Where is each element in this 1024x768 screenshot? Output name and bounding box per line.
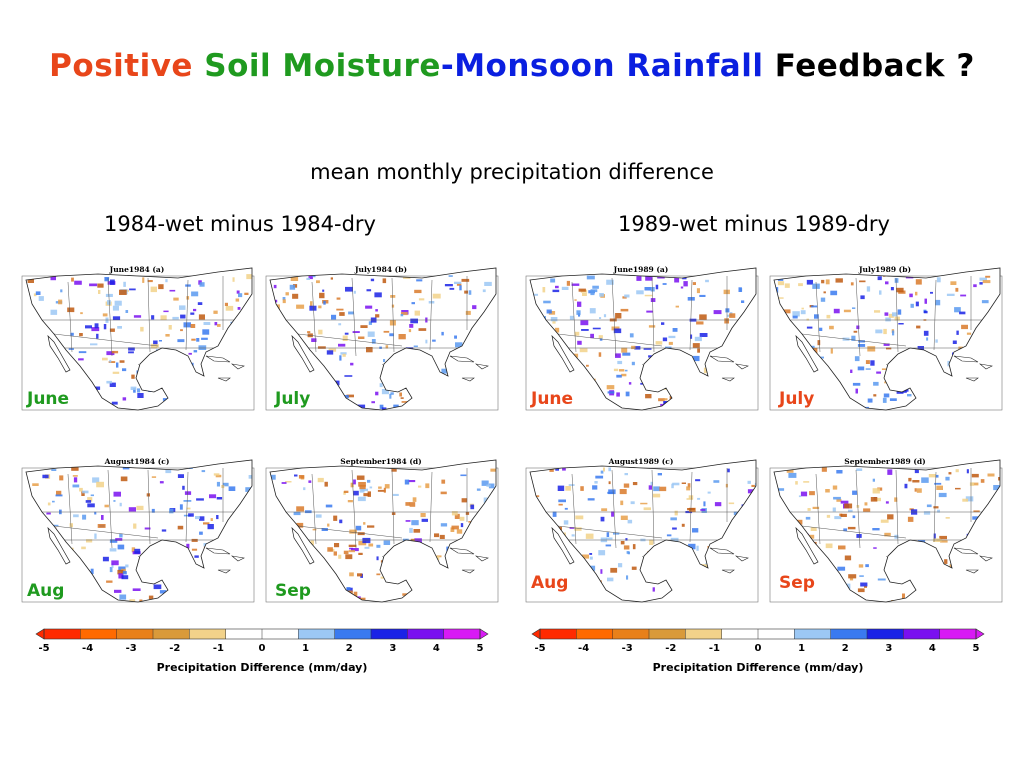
map-september-1984: September1984 (d) Sep xyxy=(262,452,500,604)
month-label: Sep xyxy=(778,573,816,593)
colorbar-segment xyxy=(153,629,190,639)
colorbar-tick-label: 4 xyxy=(432,643,440,654)
colorbar-tick-label: 2 xyxy=(345,643,353,654)
colorbar-tick-label: 5 xyxy=(972,643,980,654)
colorbar-tick-label: 0 xyxy=(754,643,762,654)
colorbar-tick-label: 0 xyxy=(258,643,266,654)
colorbar-label: Precipitation Difference (mm/day) xyxy=(156,661,368,674)
colorbar-segment xyxy=(540,629,577,639)
group-label-1984: 1984-wet minus 1984-dry xyxy=(104,212,376,236)
colorbar-gradient xyxy=(35,628,489,640)
slide-title: Positive Soil Moisture-Monsoon Rainfall … xyxy=(0,48,1024,84)
colorbar-tick-label: 3 xyxy=(885,643,893,654)
map-title: June1989 (a) xyxy=(613,265,669,274)
map-title: August1989 (c) xyxy=(608,457,674,466)
map-canvas xyxy=(21,459,255,603)
month-label: Aug xyxy=(26,581,66,601)
group-label-1989: 1989-wet minus 1989-dry xyxy=(618,212,890,236)
colorbar-ticks: -5 -4 -3 -2 -1 0 1 2 3 4 5 xyxy=(526,643,990,657)
map-title: June1984 (a) xyxy=(109,265,165,274)
colorbar-tick-label: -1 xyxy=(708,643,720,654)
colorbar-tick-label: 1 xyxy=(302,643,310,654)
title-part-monsoon-rainfall: -Monsoon Rainfall xyxy=(440,48,775,84)
title-part-soil-moisture: Soil Moisture xyxy=(204,48,441,84)
colorbar-tick-label: -2 xyxy=(665,643,677,654)
colorbar-label: Precipitation Difference (mm/day) xyxy=(652,661,864,674)
colorbar-tick-label: -2 xyxy=(169,643,181,654)
colorbar-segment xyxy=(576,629,614,639)
colorbar-segment xyxy=(443,629,481,639)
month-label: June xyxy=(530,389,575,409)
slide-subtitle: mean monthly precipitation difference xyxy=(310,160,714,184)
colorbar-tick-label: -3 xyxy=(621,643,633,654)
colorbar-tick-label: -5 xyxy=(534,643,546,654)
colorbar-segment xyxy=(903,629,941,639)
colorbar-tick-label: 3 xyxy=(389,643,397,654)
month-label: June xyxy=(26,389,71,409)
title-part-positive: Positive xyxy=(49,48,205,84)
title-part-feedback: Feedback ? xyxy=(774,48,975,84)
map-june-1984: June1984 (a) June xyxy=(18,260,256,412)
map-canvas xyxy=(525,267,759,411)
colorbar-segment xyxy=(298,629,336,639)
map-august-1984: August1984 (c) Aug xyxy=(18,452,256,604)
map-title: August1984 (c) xyxy=(104,457,170,466)
map-canvas xyxy=(265,267,499,411)
colorbar-segment xyxy=(721,629,759,639)
colorbar-segment xyxy=(407,629,445,639)
map-canvas xyxy=(21,267,255,411)
map-title: September1989 (d) xyxy=(844,457,926,466)
map-canvas xyxy=(769,267,1003,411)
map-june-1989: June1989 (a) June xyxy=(522,260,760,412)
month-label: July xyxy=(274,389,312,409)
map-title: July1984 (b) xyxy=(354,265,408,274)
colorbar-ticks: -5 -4 -3 -2 -1 0 1 2 3 4 5 xyxy=(30,643,494,657)
colorbar-tick-label: 5 xyxy=(476,643,484,654)
colorbar-segment xyxy=(371,629,408,639)
colorbar-segment xyxy=(80,629,118,639)
colorbar-segment xyxy=(649,629,686,639)
month-label: Aug xyxy=(530,573,570,593)
colorbar-segment xyxy=(44,629,81,639)
colorbar-segment xyxy=(939,629,977,639)
colorbar-tick-label: 2 xyxy=(841,643,849,654)
colorbar-tick-label: -5 xyxy=(38,643,50,654)
colorbar-tick-label: -4 xyxy=(578,643,590,654)
colorbar-segment xyxy=(612,629,650,639)
colorbar-segment xyxy=(334,629,372,639)
map-september-1989: September1989 (d) Sep xyxy=(766,452,1004,604)
colorbar-1989: -5 -4 -3 -2 -1 0 1 2 3 4 5 Precipitation Differenc… xyxy=(526,626,990,686)
colorbar-segment xyxy=(225,629,263,639)
map-july-1984: July1984 (b) July xyxy=(262,260,500,412)
colorbar-segment xyxy=(867,629,904,639)
colorbar-segment xyxy=(262,629,299,639)
map-canvas xyxy=(265,459,499,603)
colorbar-segment xyxy=(116,629,154,639)
month-label: Sep xyxy=(274,581,312,601)
map-canvas xyxy=(769,459,1003,603)
map-august-1989: August1989 (c) Aug xyxy=(522,452,760,604)
colorbar-tick-label: 4 xyxy=(928,643,936,654)
colorbar-tick-label: -3 xyxy=(125,643,137,654)
map-title: July1989 (b) xyxy=(858,265,912,274)
colorbar-tick-label: 1 xyxy=(798,643,806,654)
colorbar-gradient xyxy=(531,628,985,640)
colorbar-segment xyxy=(685,629,723,639)
colorbar-tick-label: -1 xyxy=(212,643,224,654)
colorbar-tick-label: -4 xyxy=(82,643,94,654)
colorbar-segment xyxy=(830,629,868,639)
month-label: July xyxy=(778,389,816,409)
colorbar-segment xyxy=(758,629,795,639)
colorbar-segment xyxy=(794,629,832,639)
colorbar-1984: -5 -4 -3 -2 -1 0 1 2 3 4 5 Precipitation Differenc… xyxy=(30,626,494,686)
map-title: September1984 (d) xyxy=(340,457,422,466)
map-july-1989: July1989 (b) July xyxy=(766,260,1004,412)
colorbar-segment xyxy=(189,629,227,639)
